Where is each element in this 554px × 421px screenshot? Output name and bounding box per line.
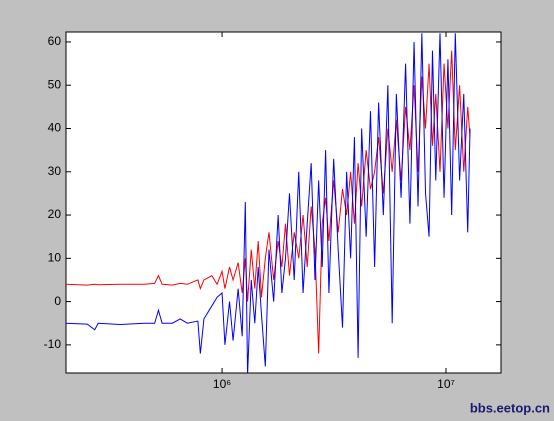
series-line (66, 33, 471, 373)
y-tick-label: 50 (48, 77, 62, 91)
x-tick-label: 10⁷ (437, 377, 455, 391)
watermark: bbs.eetop.cn (470, 400, 550, 415)
y-tick-label: 0 (54, 294, 61, 308)
plot-area (65, 31, 502, 374)
y-tick-label: 30 (48, 164, 62, 178)
y-tick-label: -10 (44, 337, 62, 351)
y-tick-label: 60 (48, 34, 62, 48)
x-tick-label: 10⁶ (213, 377, 231, 391)
y-tick-label: 20 (48, 207, 62, 221)
y-tick-label: 40 (48, 121, 62, 135)
y-tick-label: 10 (48, 250, 62, 264)
